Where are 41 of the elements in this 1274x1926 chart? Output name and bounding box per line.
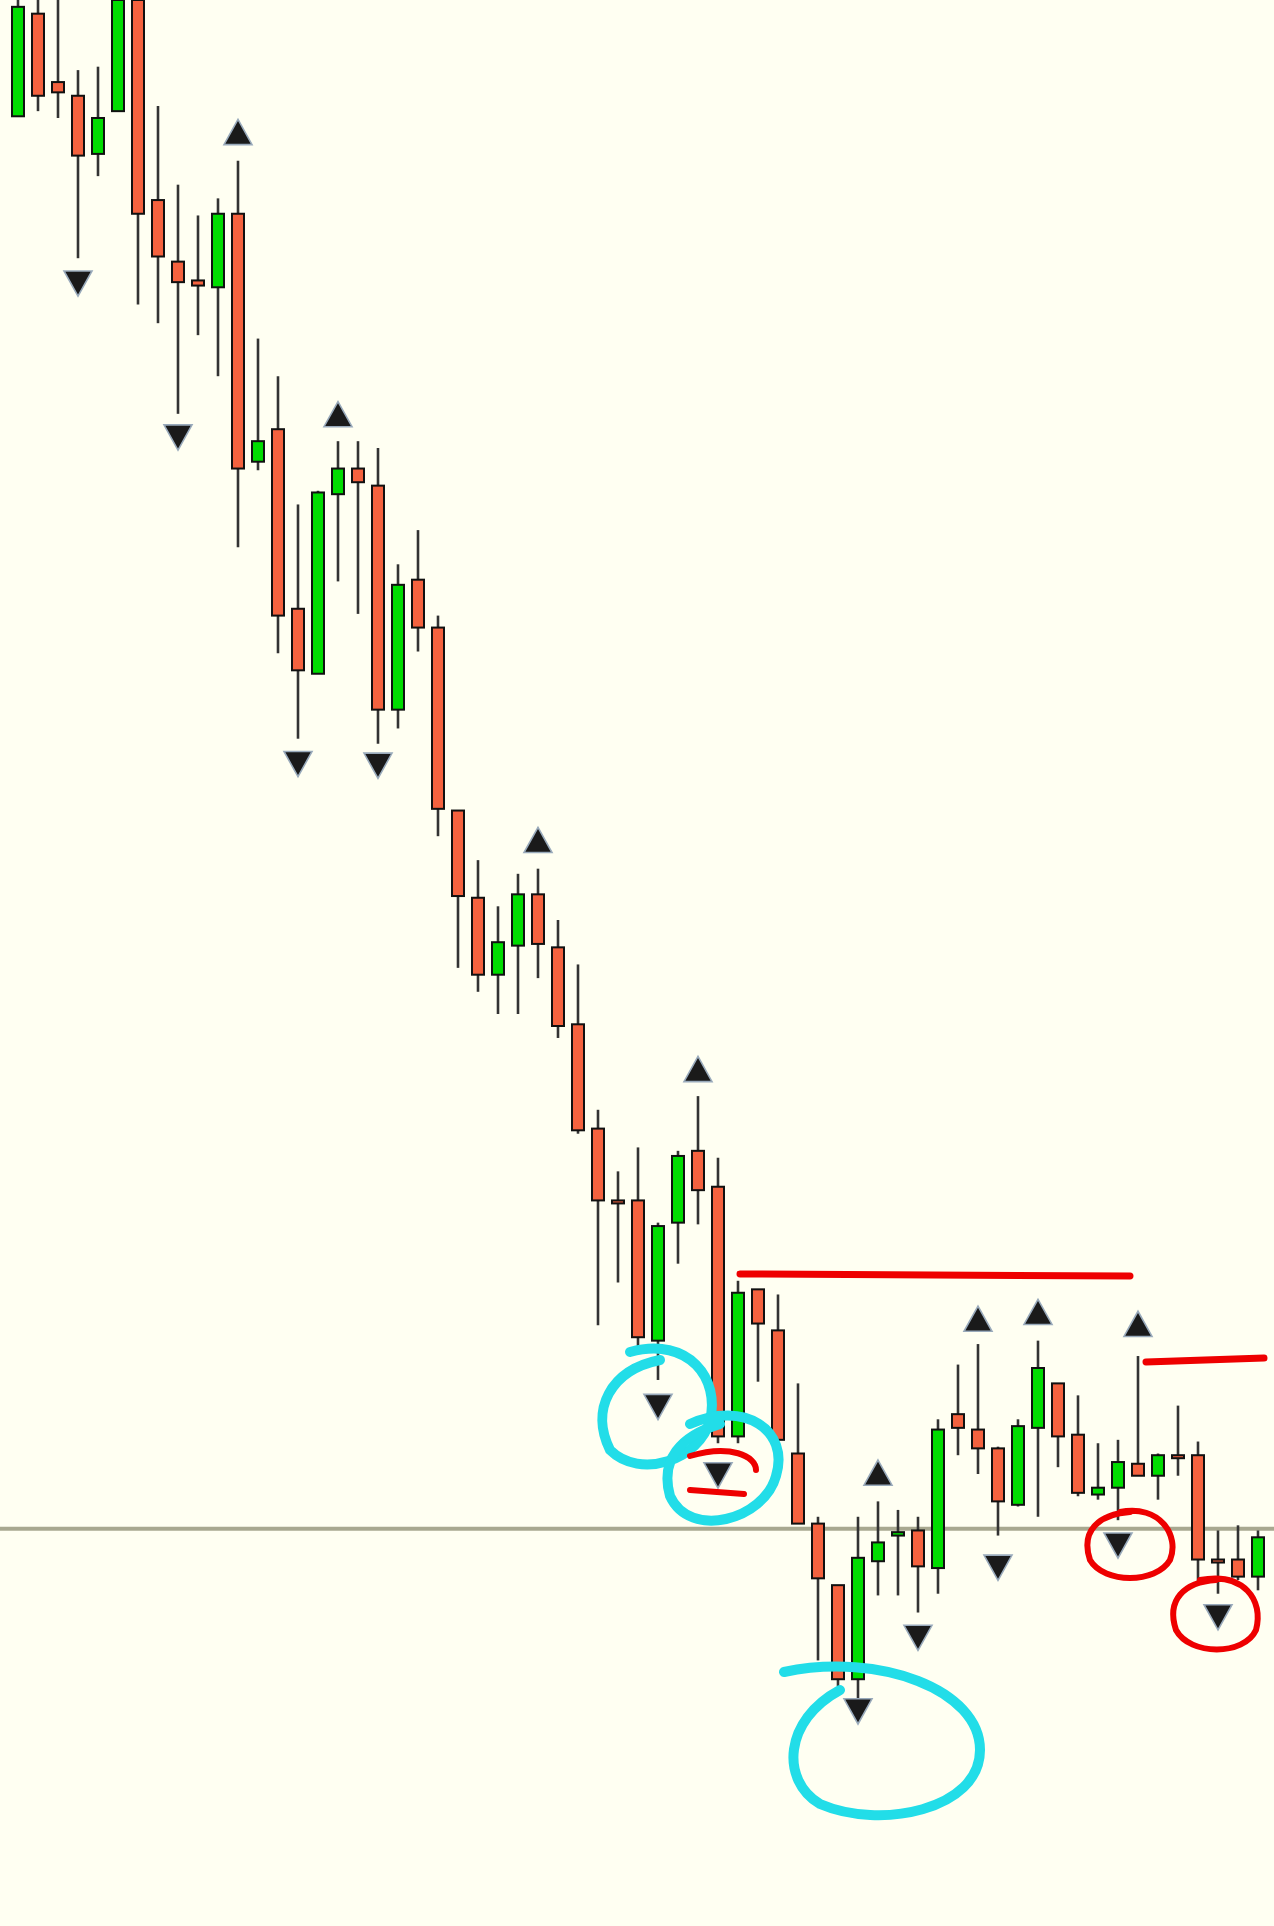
candlestick (1251, 1529, 1265, 1592)
point (1123, 1310, 1153, 1338)
point (223, 118, 253, 146)
point (283, 750, 313, 778)
candlestick (691, 1094, 705, 1226)
candlestick (191, 214, 205, 337)
candlestick (951, 1363, 965, 1457)
candlestick (871, 1500, 885, 1597)
candlestick (1111, 1438, 1125, 1522)
candlestick (411, 528, 425, 653)
point (963, 1305, 993, 1333)
candlestick (171, 183, 185, 416)
candlestick (971, 1342, 985, 1476)
candlestick (1151, 1452, 1165, 1501)
point (523, 826, 553, 854)
point (983, 1554, 1013, 1582)
candlestick (751, 1288, 765, 1383)
candlestick (331, 439, 345, 583)
candlestick (1211, 1529, 1225, 1596)
candlestick (1231, 1524, 1245, 1582)
point (1023, 1298, 1053, 1326)
point (363, 752, 393, 780)
candlestick (891, 1508, 905, 1597)
point (903, 1624, 933, 1652)
point (323, 400, 353, 428)
point (63, 270, 93, 297)
candlestick (911, 1515, 925, 1614)
candlestick (251, 337, 265, 472)
point (643, 1393, 673, 1421)
candlestick (91, 65, 105, 178)
candlestick (351, 439, 365, 616)
candlestick (51, 0, 65, 120)
candlestick (491, 905, 505, 1016)
candlestick (611, 1170, 625, 1284)
candlestick (1091, 1441, 1105, 1501)
candlestick (1171, 1404, 1185, 1478)
candlestick (1131, 1354, 1145, 1478)
point (683, 1055, 713, 1083)
point (163, 424, 193, 451)
point (863, 1459, 893, 1487)
point (843, 1698, 873, 1725)
